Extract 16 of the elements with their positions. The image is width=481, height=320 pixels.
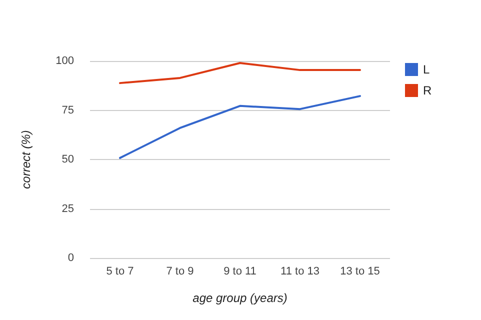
x-axis-title: age group (years) (192, 291, 288, 305)
y-tick-label: 100 (56, 55, 74, 67)
x-tick-label: 9 to 11 (224, 266, 256, 278)
y-tick-label: 25 (62, 202, 74, 215)
x-tick-label: 7 to 9 (166, 266, 194, 278)
y-axis-title: correct (%) (19, 130, 33, 189)
x-tick-label: 11 to 13 (280, 266, 320, 278)
x-tick-label: 13 to 15 (340, 266, 380, 278)
y-tick-label: 0 (68, 252, 74, 264)
line-series (119, 62, 361, 84)
y-tick-label: 50 (62, 154, 74, 166)
x-tick-label: 5 to 7 (106, 266, 134, 278)
line-series (119, 95, 361, 159)
y-tick-label: 75 (62, 104, 74, 116)
legend-label: L (423, 62, 430, 76)
legend-label: R (423, 84, 432, 98)
